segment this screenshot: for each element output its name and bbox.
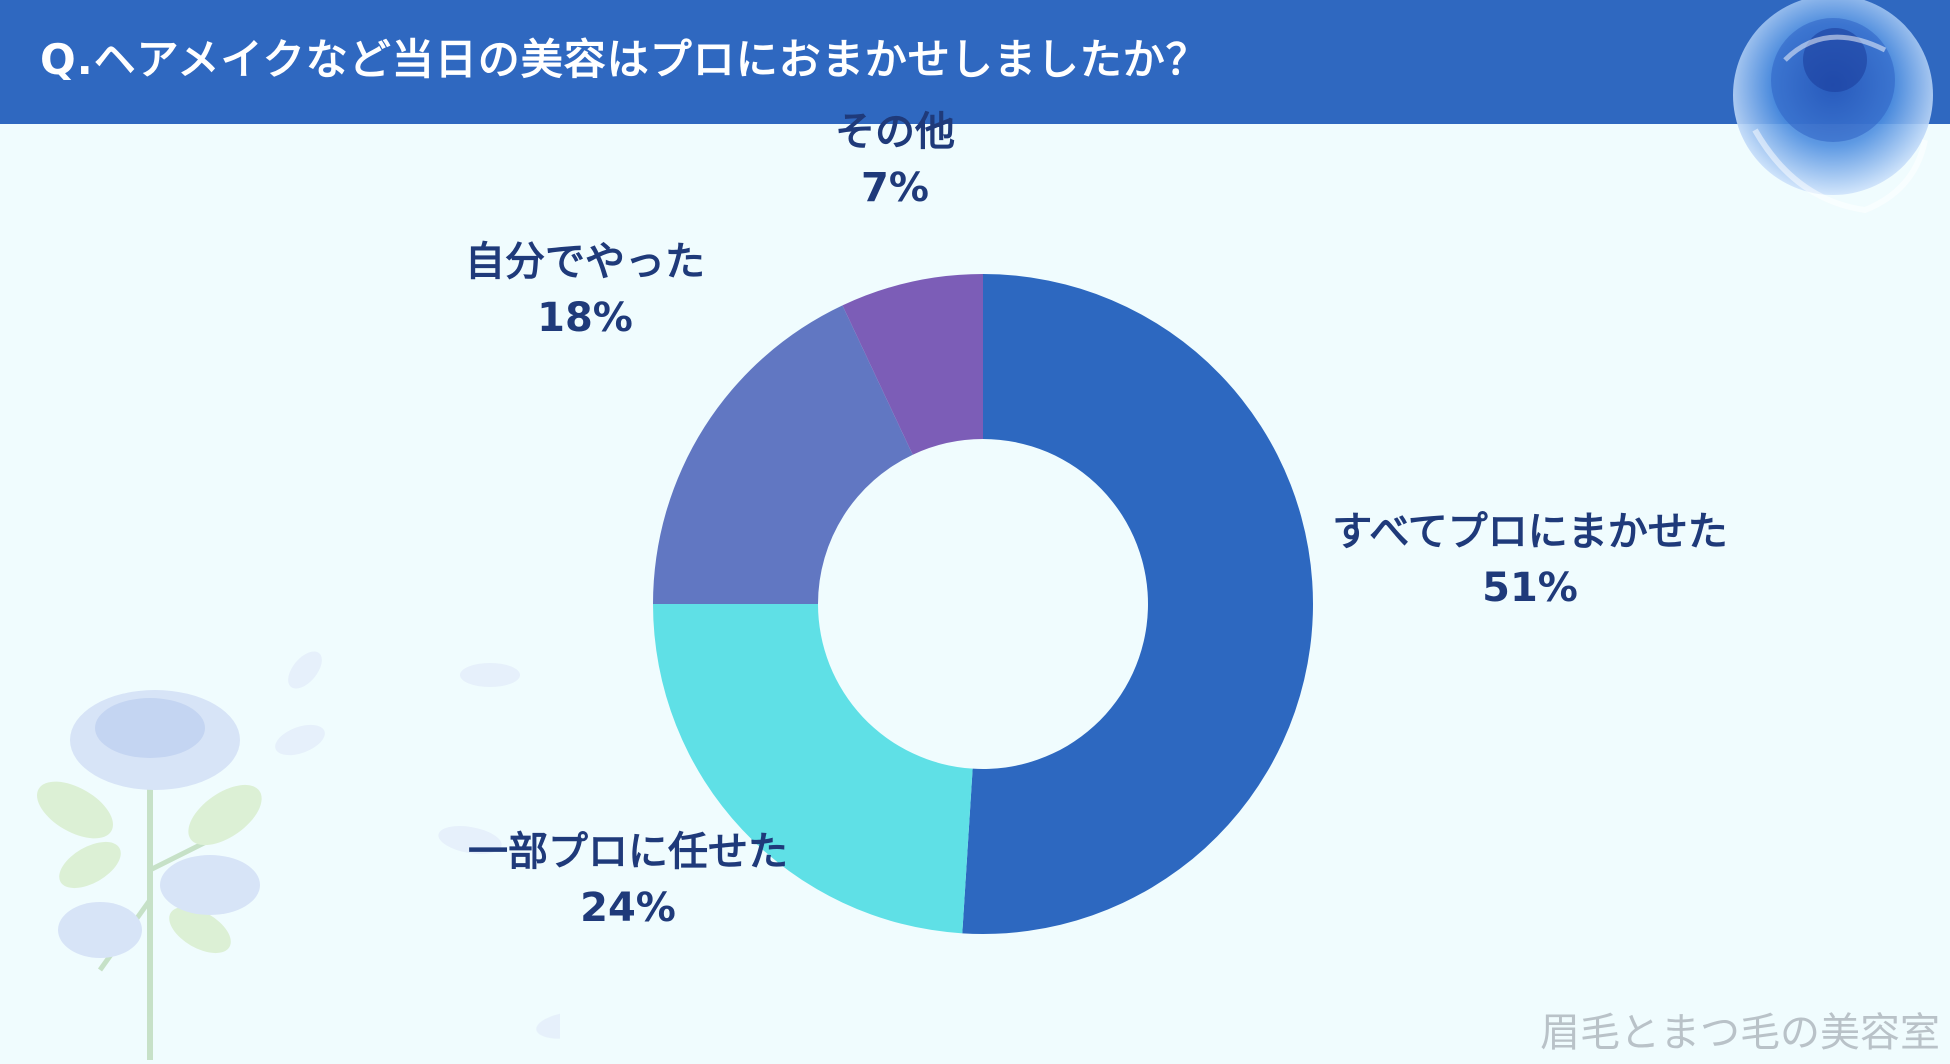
slice-category-label: すべてプロにまかせた: [1332, 509, 1728, 555]
donut-slice-4: [842, 274, 983, 455]
rose-decoration-bottom-icon: [37, 651, 560, 1060]
slice-value-label: 24%: [580, 885, 676, 931]
slice-value-label: 51%: [1482, 565, 1578, 611]
slice-label-4: その他 7%: [835, 104, 955, 216]
header-bar: Q.ヘアメイクなど当日の美容はプロにおまかせしましたか？: [0, 0, 1950, 124]
watermark-text: 眉毛とまつ毛の美容室: [1540, 1010, 1940, 1056]
page-title: Q.ヘアメイクなど当日の美容はプロにおまかせしましたか？: [40, 35, 1209, 84]
slice-label-3: 自分でやった 18%: [465, 234, 705, 346]
slice-category-label: 一部プロに任せた: [468, 829, 788, 875]
slice-label-2: 一部プロに任せた 24%: [468, 824, 788, 936]
slice-label-1: すべてプロにまかせた 51%: [1332, 504, 1728, 616]
slice-value-label: 18%: [537, 295, 633, 341]
slice-category-label: 自分でやった: [465, 239, 705, 285]
rose-decoration-top-icon: [1733, 0, 1933, 214]
donut-slice-1: [962, 274, 1314, 934]
donut-slice-3: [653, 305, 913, 604]
slice-value-label: 7%: [861, 165, 929, 211]
slice-category-label: その他: [835, 109, 955, 155]
